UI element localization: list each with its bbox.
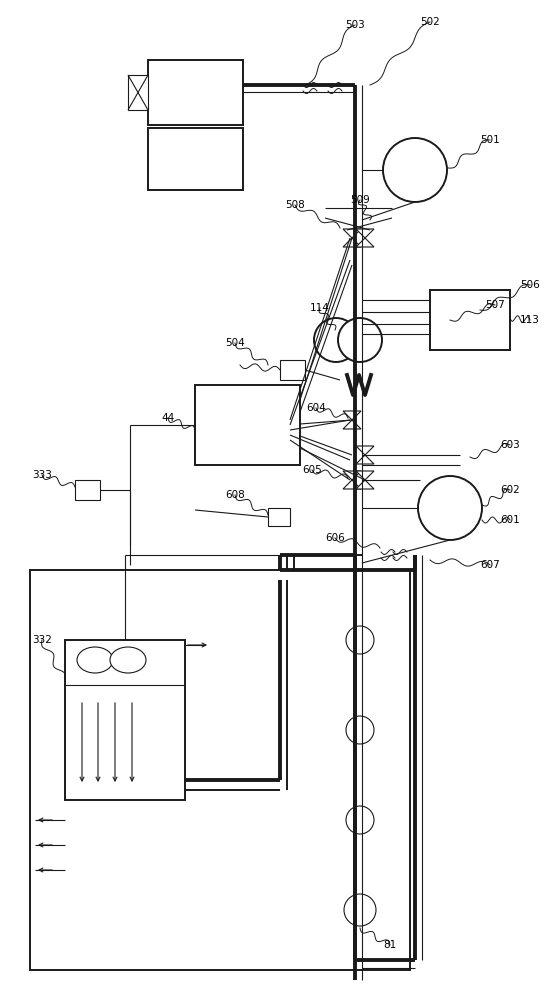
Text: 507: 507 (485, 300, 505, 310)
Text: 603: 603 (500, 440, 520, 450)
Text: 608: 608 (225, 490, 245, 500)
Text: 506: 506 (520, 280, 540, 290)
Polygon shape (343, 471, 361, 480)
Bar (75, 480, 100, 500)
Bar (148, 128, 243, 190)
Text: 333: 333 (32, 470, 52, 480)
Ellipse shape (110, 647, 146, 673)
Text: 601: 601 (500, 515, 520, 525)
Text: 504: 504 (225, 338, 245, 348)
Bar (148, 60, 243, 125)
Bar (195, 385, 300, 465)
Bar (65, 640, 185, 800)
Circle shape (418, 476, 482, 540)
Text: 502: 502 (420, 17, 440, 27)
Polygon shape (356, 238, 374, 247)
Ellipse shape (77, 647, 113, 673)
Text: 508: 508 (285, 200, 305, 210)
Circle shape (314, 318, 358, 362)
Bar (268, 508, 290, 526)
Polygon shape (343, 229, 361, 238)
Polygon shape (356, 455, 374, 464)
Polygon shape (343, 238, 361, 247)
Polygon shape (356, 480, 374, 489)
Bar (30, 570, 410, 970)
Bar (430, 290, 510, 350)
Text: 332: 332 (32, 635, 52, 645)
Text: 605: 605 (302, 465, 322, 475)
Polygon shape (343, 480, 361, 489)
Text: 607: 607 (480, 560, 500, 570)
Text: 501: 501 (480, 135, 500, 145)
Text: 606: 606 (325, 533, 345, 543)
Polygon shape (356, 229, 374, 238)
Circle shape (338, 318, 382, 362)
Text: 503: 503 (345, 20, 365, 30)
Text: 604: 604 (306, 403, 326, 413)
Polygon shape (356, 446, 374, 455)
Text: 113: 113 (520, 315, 540, 325)
Polygon shape (343, 411, 361, 420)
Bar (280, 360, 305, 380)
Circle shape (346, 716, 374, 744)
Text: 114: 114 (310, 303, 330, 313)
Polygon shape (343, 420, 361, 429)
Circle shape (346, 626, 374, 654)
Circle shape (344, 894, 376, 926)
Text: 602: 602 (500, 485, 520, 495)
Bar (128, 75, 148, 110)
Circle shape (346, 806, 374, 834)
Circle shape (383, 138, 447, 202)
Polygon shape (356, 471, 374, 480)
Text: 509: 509 (350, 195, 370, 205)
Text: 81: 81 (383, 940, 397, 950)
Text: 44: 44 (161, 413, 175, 423)
